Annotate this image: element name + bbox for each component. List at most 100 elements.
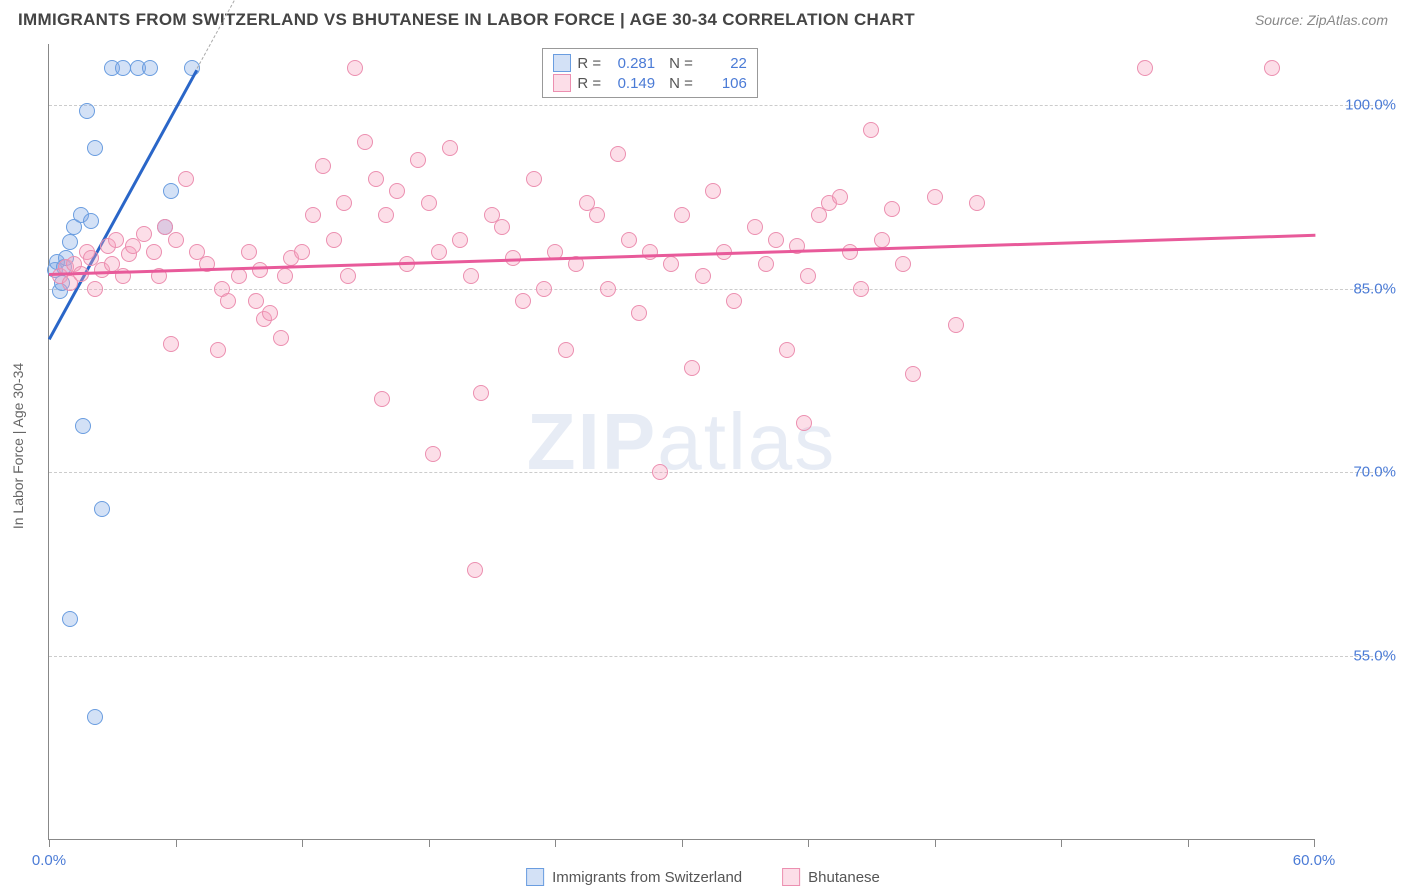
scatter-point [115,60,131,76]
scatter-point [340,268,356,284]
plot-area: ZIPatlas 55.0%70.0%85.0%100.0%0.0%60.0%R… [48,44,1314,840]
scatter-point [631,305,647,321]
scatter-point [79,103,95,119]
stats-swatch [553,54,571,72]
xtick [555,839,556,847]
legend-label-bhutanese: Bhutanese [808,869,880,886]
xtick [429,839,430,847]
scatter-point [473,385,489,401]
r-label: R = [577,75,601,92]
scatter-point [779,342,795,358]
scatter-point [652,464,668,480]
scatter-point [663,256,679,272]
scatter-point [726,293,742,309]
scatter-point [168,232,184,248]
legend-stats-row: R =0.149N =106 [553,73,747,93]
r-value: 0.281 [607,55,655,72]
ytick-label: 55.0% [1326,647,1396,664]
scatter-point [800,268,816,284]
scatter-point [231,268,247,284]
source-label: Source: ZipAtlas.com [1255,12,1388,28]
trendline [49,234,1315,276]
scatter-point [642,244,658,260]
scatter-point [146,244,162,260]
scatter-point [452,232,468,248]
scatter-point [853,281,869,297]
scatter-point [241,244,257,260]
scatter-point [948,317,964,333]
scatter-point [273,330,289,346]
n-value: 22 [699,55,747,72]
scatter-point [905,366,921,382]
xtick [176,839,177,847]
scatter-point [210,342,226,358]
scatter-point [884,201,900,217]
gridline-h [49,472,1388,473]
scatter-point [294,244,310,260]
gridline-h [49,105,1388,106]
scatter-point [874,232,890,248]
scatter-point [425,446,441,462]
scatter-point [83,213,99,229]
scatter-point [248,293,264,309]
legend-item-switzerland: Immigrants from Switzerland [526,868,742,886]
chart-title: IMMIGRANTS FROM SWITZERLAND VS BHUTANESE… [18,10,915,30]
scatter-point [705,183,721,199]
scatter-point [515,293,531,309]
scatter-point [467,562,483,578]
scatter-point [863,122,879,138]
scatter-point [163,183,179,199]
scatter-point [969,195,985,211]
scatter-point [832,189,848,205]
xtick [808,839,809,847]
scatter-point [389,183,405,199]
scatter-point [87,709,103,725]
r-label: R = [577,55,601,72]
trendline [48,69,198,340]
scatter-point [62,611,78,627]
scatter-point [87,281,103,297]
scatter-point [494,219,510,235]
gridline-h [49,656,1388,657]
scatter-point [758,256,774,272]
scatter-point [62,234,78,250]
xtick [49,839,50,847]
scatter-point [895,256,911,272]
legend-item-bhutanese: Bhutanese [782,868,880,886]
swatch-switzerland [526,868,544,886]
bottom-legend: Immigrants from Switzerland Bhutanese [526,868,880,886]
scatter-point [87,140,103,156]
scatter-point [220,293,236,309]
scatter-point [536,281,552,297]
scatter-point [94,501,110,517]
scatter-point [621,232,637,248]
scatter-point [378,207,394,223]
scatter-point [75,418,91,434]
scatter-point [108,232,124,248]
scatter-point [1264,60,1280,76]
scatter-point [558,342,574,358]
scatter-point [442,140,458,156]
xtick-label: 0.0% [32,852,66,869]
r-value: 0.149 [607,75,655,92]
scatter-point [674,207,690,223]
scatter-point [684,360,700,376]
n-label: N = [669,75,693,92]
scatter-point [315,158,331,174]
scatter-point [368,171,384,187]
scatter-point [463,268,479,284]
scatter-point [277,268,293,284]
scatter-point [589,207,605,223]
xtick [1188,839,1189,847]
xtick [1314,839,1315,847]
xtick [1061,839,1062,847]
xtick [302,839,303,847]
scatter-point [136,226,152,242]
scatter-point [842,244,858,260]
scatter-point [600,281,616,297]
legend-stats-box: R =0.281N =22R =0.149N =106 [542,48,758,98]
scatter-point [796,415,812,431]
scatter-point [410,152,426,168]
scatter-point [336,195,352,211]
swatch-bhutanese [782,868,800,886]
